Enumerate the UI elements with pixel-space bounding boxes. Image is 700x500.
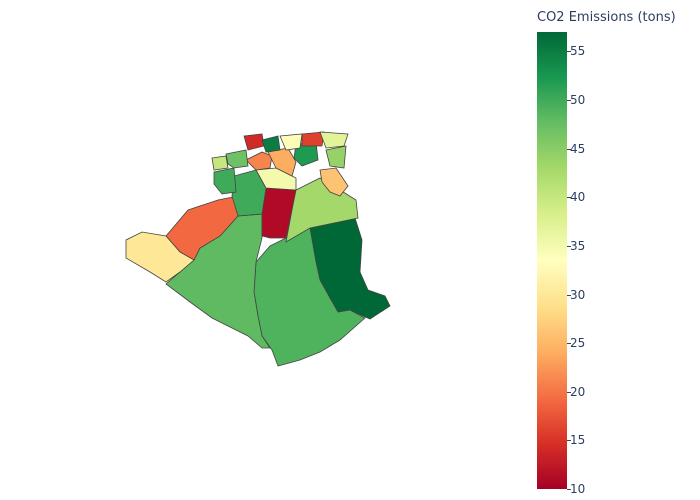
region-north-orange-1[interactable]	[245, 151, 273, 171]
region-north-center-yellow[interactable]	[255, 167, 297, 191]
region-north-red-1[interactable]	[243, 133, 265, 151]
colorbar-tick-label: 25	[570, 336, 586, 351]
colorbar-title: CO2 Emissions (tons)	[537, 10, 676, 25]
colorbar-tick-label: 10	[570, 482, 586, 496]
colorbar-tick-mark	[567, 440, 571, 442]
region-north-green-1[interactable]	[225, 149, 249, 169]
colorbar-tick-mark	[567, 51, 571, 53]
regions-layer	[125, 131, 391, 367]
colorbar-tick-mark	[567, 245, 571, 247]
colorbar-tick-label: 15	[570, 433, 586, 448]
region-north-orange-2[interactable]	[267, 147, 297, 177]
region-north-east-peach[interactable]	[319, 167, 349, 197]
colorbar-tick-mark	[567, 391, 571, 393]
colorbar-tick-label: 55	[570, 44, 586, 59]
colorbar	[537, 32, 567, 489]
colorbar-tick-label: 40	[570, 190, 586, 205]
colorbar-tick-mark	[567, 100, 571, 102]
region-north-red-2[interactable]	[301, 131, 325, 147]
colorbar-tick-mark	[567, 148, 571, 150]
region-north-yellow-2[interactable]	[279, 133, 303, 151]
colorbar-tick-label: 20	[570, 384, 586, 399]
colorbar-tick-label: 45	[570, 141, 586, 156]
region-north-west-green[interactable]	[213, 167, 237, 195]
colorbar-tick-mark	[567, 343, 571, 345]
colorbar-tick-label: 30	[570, 287, 586, 302]
region-north-light-2[interactable]	[325, 145, 347, 169]
region-far-west[interactable]	[125, 231, 195, 283]
region-north-yellow-3[interactable]	[319, 131, 349, 149]
colorbar-tick-mark	[567, 489, 571, 490]
colorbar-tick-mark	[567, 294, 571, 296]
colorbar-tick-label: 50	[570, 93, 586, 108]
region-north-light-1[interactable]	[211, 155, 229, 171]
colorbar-tick-label: 35	[570, 238, 586, 253]
region-north-darkgreen[interactable]	[261, 135, 281, 153]
colorbar-tick-mark	[567, 197, 571, 199]
